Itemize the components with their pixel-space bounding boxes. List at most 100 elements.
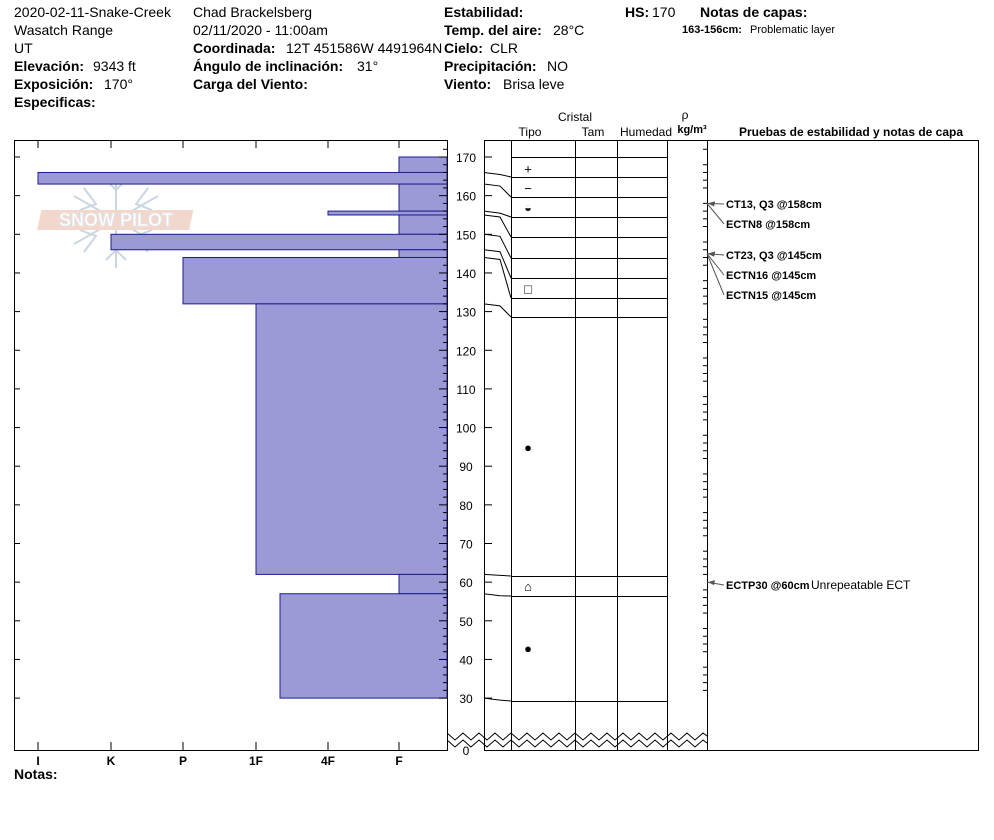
moisture-header: Humedad <box>620 125 672 139</box>
layer-connector-6 <box>483 256 512 299</box>
y-tick-label-140: 140 <box>456 267 476 281</box>
hardness-bar-0 <box>398 156 448 173</box>
y-tick-label-130: 130 <box>456 306 476 320</box>
y-tick-label-70: 70 <box>459 538 473 552</box>
grain-symbol-6: ● <box>524 641 532 656</box>
svg-text:SNOW PILOT: SNOW PILOT <box>59 210 173 230</box>
hardness-bar-2 <box>398 183 448 212</box>
y-tick-label-50: 50 <box>459 615 473 629</box>
layer-notes-label: Notas de capas: <box>700 4 808 20</box>
elevation-value: 9343 ft <box>93 58 136 74</box>
precip-label: Precipitación: <box>444 58 537 74</box>
specifics-label: Especificas: <box>14 94 96 110</box>
layer-connector-0 <box>483 171 512 178</box>
aspect-value: 170° <box>104 76 133 92</box>
test-arrowhead-5 <box>708 580 715 586</box>
layer-connector-5 <box>483 249 512 279</box>
y-tick-label-160: 160 <box>456 190 476 204</box>
y-tick-label-30: 30 <box>459 692 473 706</box>
stability-test-0: CT13, Q3 @158cm <box>726 199 822 211</box>
test-pointer-1 <box>706 203 725 225</box>
y-tick-label-80: 80 <box>459 499 473 513</box>
grain-symbol-3: □ <box>524 281 532 296</box>
hardness-bar-9 <box>398 573 448 595</box>
precip-value: NO <box>547 58 568 74</box>
axis-break-upper <box>446 732 708 741</box>
hs-value: 170 <box>652 4 676 20</box>
layer-connector-9 <box>483 593 512 597</box>
wind-label: Viento: <box>444 76 492 92</box>
hardness-bar-3 <box>327 210 448 216</box>
x-tick-label-4F: 4F <box>321 754 335 768</box>
grain-symbol-1: − <box>524 181 532 196</box>
wind-value: Brisa leve <box>503 76 565 92</box>
test-pointer-3 <box>706 253 725 276</box>
coordinate-label: Coordinada: <box>193 40 276 56</box>
slope-label: Ángulo de inclinación: <box>193 58 344 74</box>
hardness-bar-6 <box>398 249 448 258</box>
elevation-label: Elevación: <box>14 58 85 74</box>
grain-symbol-4: ● <box>524 440 532 455</box>
hardness-bar-8 <box>255 303 448 575</box>
aspect-label: Exposición: <box>14 76 94 92</box>
axis-break-lower <box>446 739 708 748</box>
test-arrowhead-4 <box>708 251 715 257</box>
stability-test-3: ECTN16 @145cm <box>726 270 816 282</box>
air-temp-value: 28°C <box>553 22 585 38</box>
sky-value: CLR <box>490 40 519 56</box>
grain-symbol-0: + <box>524 162 532 177</box>
x-tick-label-F: F <box>395 754 402 768</box>
layer-note-text: Problematic layer <box>750 24 835 36</box>
observer: Chad Brackelsberg <box>193 4 313 20</box>
density-symbol: ρ <box>682 108 689 122</box>
x-tick-label-1F: 1F <box>249 754 263 768</box>
layer-note-range: 163-156cm: <box>682 24 742 36</box>
grain-symbol-2: ◒ <box>524 200 532 215</box>
grain-size-header: Tam <box>582 125 605 139</box>
state: UT <box>14 40 33 56</box>
x-tick-label-P: P <box>179 754 187 768</box>
density-unit: kg/m³ <box>677 124 707 136</box>
pit-name: 2020-02-11-Snake-Creek <box>14 4 171 20</box>
slope-value: 31° <box>357 58 379 74</box>
layer-connector-7 <box>483 303 512 318</box>
notes-label: Notas: <box>14 766 58 782</box>
layer-connector-10 <box>483 697 512 702</box>
y-tick-label-60: 60 <box>459 576 473 590</box>
layer-connector-4 <box>483 233 512 259</box>
air-temp-label: Temp. del aire: <box>444 22 542 38</box>
hs-label: HS: <box>625 4 650 20</box>
grain-type-header: Tipo <box>519 125 542 139</box>
snowpilot-logo: SNOW PILOT <box>37 172 194 268</box>
layer-connector-3 <box>483 214 512 238</box>
hardness-bar-5 <box>110 233 448 251</box>
hardness-bar-10 <box>279 593 448 699</box>
stability-test-note-5: Unrepeatable ECT <box>811 578 911 592</box>
layer-connector-8 <box>483 573 512 577</box>
y-tick-label-90: 90 <box>459 460 473 474</box>
mountain-range: Wasatch Range <box>14 22 114 38</box>
x-tick-label-K: K <box>107 754 116 768</box>
stability-test-4: ECTN15 @145cm <box>726 290 816 302</box>
hardness-bar-1 <box>37 171 448 185</box>
y-tick-label-0: 0 <box>463 744 470 758</box>
y-tick-label-110: 110 <box>456 383 475 397</box>
y-tick-label-120: 120 <box>456 344 476 358</box>
profile-table-frame <box>484 140 979 751</box>
y-tick-label-100: 100 <box>456 422 476 436</box>
y-tick-label-170: 170 <box>456 151 476 165</box>
stability-test-5: ECTP30 @60cm <box>726 580 810 592</box>
stability-tests-header: Pruebas de estabilidad y notas de capa <box>739 125 963 139</box>
test-pointer-4 <box>706 253 725 296</box>
y-tick-label-150: 150 <box>456 228 476 242</box>
hardness-bar-4 <box>398 214 448 235</box>
y-tick-label-40: 40 <box>459 653 473 667</box>
crystal-header: Cristal <box>558 110 592 124</box>
grain-symbol-5: ⌂ <box>524 579 532 594</box>
wind-load-label: Carga del Viento: <box>193 76 308 92</box>
stability-label: Estabilidad: <box>444 4 524 20</box>
x-tick-label-I: I <box>36 754 39 768</box>
stability-test-1: ECTN8 @158cm <box>726 219 810 231</box>
stability-test-2: CT23, Q3 @145cm <box>726 250 822 262</box>
